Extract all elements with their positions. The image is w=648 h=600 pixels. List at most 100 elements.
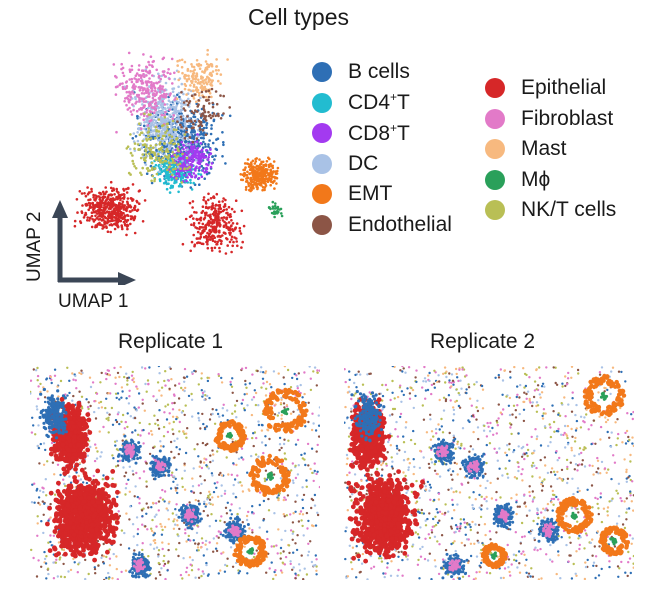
tissue-cell <box>197 549 200 552</box>
umap-point <box>210 87 214 91</box>
tissue-cell <box>199 546 203 549</box>
umap-point <box>222 197 225 200</box>
tissue-cell <box>183 380 186 383</box>
tissue-cell <box>162 559 165 563</box>
tissue-cell <box>277 372 280 375</box>
umap-point <box>211 79 214 82</box>
umap-point <box>177 78 180 82</box>
tissue-cell <box>62 548 66 552</box>
tissue-cell <box>314 429 318 432</box>
umap-point <box>192 181 195 185</box>
umap-point <box>140 127 143 130</box>
tissue-cell <box>121 413 125 417</box>
tissue-cell <box>174 477 177 480</box>
tissue-cell <box>136 387 139 390</box>
umap-point <box>190 223 193 226</box>
tissue-cell <box>274 569 277 572</box>
tissue-cell <box>47 541 50 544</box>
tissue-cell <box>282 550 285 553</box>
umap-point <box>175 99 178 103</box>
tissue-cell <box>182 557 185 560</box>
umap-point <box>171 90 175 93</box>
tissue-cell <box>49 502 52 506</box>
tissue-cell <box>187 538 190 541</box>
umap-point <box>197 169 201 172</box>
tissue-cell <box>43 400 47 404</box>
umap-point <box>194 133 197 136</box>
tissue-cell <box>30 392 32 395</box>
umap-point <box>127 51 131 55</box>
tissue-cell <box>44 478 47 481</box>
tissue-cell <box>163 411 166 414</box>
tissue-cell <box>291 538 294 541</box>
tissue-cell <box>211 412 214 416</box>
tissue-cell <box>85 398 88 401</box>
umap-point <box>205 123 208 127</box>
umap-point <box>172 111 176 115</box>
tissue-cell <box>42 490 45 494</box>
umap-point <box>176 140 180 143</box>
umap-point <box>93 205 97 208</box>
umap-point <box>234 226 237 230</box>
tissue-cell <box>141 398 144 401</box>
umap-point <box>183 123 187 126</box>
umap-point <box>280 214 284 218</box>
tissue-cell <box>302 534 305 537</box>
umap-point <box>129 151 133 155</box>
umap-point <box>120 212 124 215</box>
tissue-cell <box>148 422 151 426</box>
umap-point <box>162 169 166 172</box>
umap-point <box>195 140 199 143</box>
umap-point <box>207 95 211 99</box>
umap-point <box>225 222 228 225</box>
tissue-cell <box>141 542 144 545</box>
umap-point <box>87 201 91 205</box>
tissue-cell <box>187 394 191 398</box>
umap-point <box>265 171 269 174</box>
umap-point <box>211 234 214 237</box>
umap-point <box>193 244 196 248</box>
umap-point <box>192 137 196 141</box>
umap-point <box>189 168 192 172</box>
umap-point <box>195 72 199 75</box>
umap-point <box>189 131 193 134</box>
tissue-cell <box>176 519 179 522</box>
tissue-cell <box>272 370 276 373</box>
tissue-cell <box>167 560 170 563</box>
umap-point <box>134 85 137 88</box>
legend-item: NK/T cells <box>485 195 616 226</box>
umap-point <box>180 140 183 144</box>
tissue-cell <box>94 572 97 575</box>
umap-point <box>190 175 193 178</box>
tissue-cell <box>39 390 42 394</box>
umap-point <box>253 170 257 173</box>
umap-point <box>190 240 194 244</box>
umap-point <box>126 201 129 205</box>
tissue-cell <box>40 520 43 523</box>
tissue-cell <box>37 501 40 505</box>
umap-point <box>130 80 134 84</box>
tissue-cell <box>262 371 265 374</box>
tissue-cell <box>246 404 249 407</box>
tissue-cell <box>102 425 105 429</box>
tissue-cell <box>208 525 211 528</box>
umap-point <box>207 234 211 238</box>
umap-point <box>200 226 203 229</box>
umap-point <box>91 201 95 205</box>
umap-point <box>202 134 206 137</box>
tissue-cell <box>143 409 146 412</box>
tissue-cell <box>309 467 312 471</box>
tissue-cell <box>301 498 304 501</box>
umap-point <box>248 163 251 166</box>
umap-point <box>187 88 190 92</box>
umap-point <box>132 162 135 166</box>
tissue-cell <box>278 436 282 440</box>
umap-point <box>191 156 194 160</box>
umap-point <box>204 81 208 84</box>
umap-point <box>185 143 189 147</box>
umap-point <box>206 163 210 167</box>
umap-point <box>132 132 136 135</box>
tissue-cell <box>168 387 171 390</box>
tissue-cell <box>121 390 124 393</box>
tissue-cell <box>164 577 167 580</box>
